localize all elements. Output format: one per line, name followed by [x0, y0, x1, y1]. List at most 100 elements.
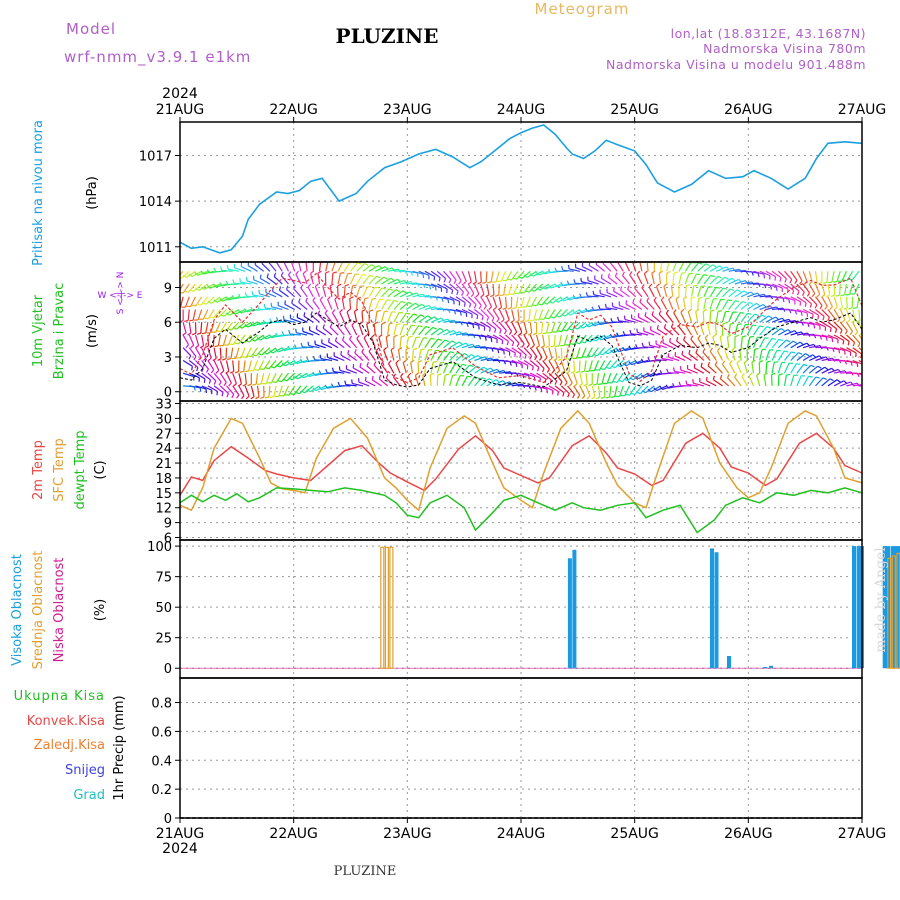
wind-barb: [449, 321, 461, 323]
wind-barb-flag: [734, 373, 738, 378]
wind-barb: [358, 324, 364, 336]
wind-barb-flag: [318, 370, 322, 375]
wind-barb-flag: [359, 362, 362, 368]
wind-barb-flag: [507, 278, 512, 281]
wind-barb: [808, 296, 818, 306]
wind-barb: [690, 285, 695, 297]
wind-barb: [393, 376, 401, 387]
wind-barb-flag: [524, 319, 530, 322]
wind-barb: [205, 296, 215, 305]
wind-barb: [461, 308, 473, 315]
wind-barb-flag: [600, 396, 606, 399]
wind-barb-flag: [514, 292, 519, 295]
wind-barb-flag: [435, 286, 437, 291]
wind-barb-flag: [748, 372, 753, 377]
wind-barb-flag: [866, 355, 867, 359]
wind-barb-flag: [263, 351, 268, 355]
wind-barb-flag: [337, 381, 341, 387]
wind-barb: [734, 376, 742, 387]
wind-barb-flag: [618, 379, 623, 383]
wind-barb: [844, 283, 848, 295]
high-cloud-bar: [852, 546, 856, 669]
wind-barb: [201, 385, 213, 391]
wind-barb: [278, 385, 283, 397]
wind-barb-flag: [215, 369, 220, 374]
wind-barb-flag: [256, 336, 261, 341]
wind-barb-flag: [545, 317, 550, 320]
wind-barb-flag: [242, 356, 247, 358]
wind-barb-flag: [281, 362, 286, 367]
cloud-panel-labels: Visoka Oblacnost Srednja Oblacnost Niska…: [10, 551, 108, 670]
wind-barb-flag: [610, 396, 615, 398]
wind-barb: [554, 360, 561, 371]
wind-barb-flag: [497, 307, 502, 311]
wind-barb-flag: [373, 321, 378, 325]
wind-barb-flag: [525, 290, 530, 293]
wind-barb-flag: [659, 385, 663, 390]
wind-barb-flag: [371, 264, 376, 268]
wind-barb: [473, 283, 480, 295]
wind-barb-flag: [512, 307, 517, 310]
wind-barb: [591, 347, 599, 357]
wind-barb-flag: [383, 347, 388, 351]
wind-barb-flag: [511, 342, 515, 347]
wind-barb-flag: [478, 305, 482, 310]
wind-barb-flag: [527, 305, 532, 308]
wind-barb: [279, 289, 289, 298]
wind-barb: [839, 309, 846, 320]
wind-barb-flag: [184, 319, 189, 323]
wind-barb: [668, 299, 674, 310]
wind-barb: [258, 360, 265, 371]
wind-barb: [765, 306, 777, 311]
wind-barb-flag: [620, 286, 623, 291]
wind-barb: [380, 299, 388, 310]
wind-tick-label: 9: [164, 281, 172, 296]
wind-barb: [418, 315, 428, 323]
wind-barb: [607, 347, 618, 355]
wind-barb-flag: [437, 338, 442, 341]
wind-barb: [808, 308, 819, 316]
wind-barb: [492, 296, 498, 308]
wind-barb-flag: [598, 383, 603, 385]
wind-barb: [858, 359, 862, 363]
wind-barb: [833, 321, 843, 331]
elevation-label: Nadmorska Visina 780m: [703, 41, 866, 56]
wind-barb-flag: [632, 299, 635, 304]
wind-barb: [373, 364, 382, 374]
wind-barb: [268, 385, 271, 397]
wind-barb-flag: [499, 294, 504, 297]
wind-barb: [443, 329, 454, 336]
wind-tick-label: 6: [164, 316, 172, 331]
wind-barb-flag: [462, 280, 467, 285]
wind-barb: [486, 358, 498, 362]
wind-barb-flag: [717, 347, 721, 352]
pressure-unit: (hPa): [85, 176, 100, 210]
wind-barb: [261, 347, 271, 356]
wind-barb: [851, 270, 860, 281]
wind-barb-flag: [591, 396, 596, 400]
wind-barb-flag: [480, 294, 485, 298]
wind-barb: [504, 296, 508, 308]
wind-barb: [232, 385, 240, 396]
wind-barb: [331, 273, 334, 285]
wind-barb-flag: [665, 384, 669, 389]
wind-barb-flag: [801, 291, 805, 296]
wind-barb: [455, 332, 467, 336]
wind-barb-flag: [736, 289, 742, 293]
wind-barb: [374, 276, 385, 285]
wind-barb: [566, 372, 573, 384]
wind-barb-flag: [815, 376, 820, 379]
wind-barb: [293, 385, 302, 395]
wind-barb: [858, 334, 862, 341]
wind-barb: [362, 264, 372, 272]
wind-barb-flag: [190, 344, 195, 349]
wind-barb: [753, 293, 765, 298]
wind-barb-flag: [312, 371, 316, 376]
wind-barb: [442, 362, 449, 374]
wind-barb-flag: [717, 310, 723, 312]
wind-barb-flag: [851, 319, 856, 323]
temp-tick-label: 30: [155, 412, 172, 427]
wind-barb: [836, 271, 841, 282]
wind-barb-flag: [400, 372, 404, 377]
wind-barb: [566, 360, 571, 372]
